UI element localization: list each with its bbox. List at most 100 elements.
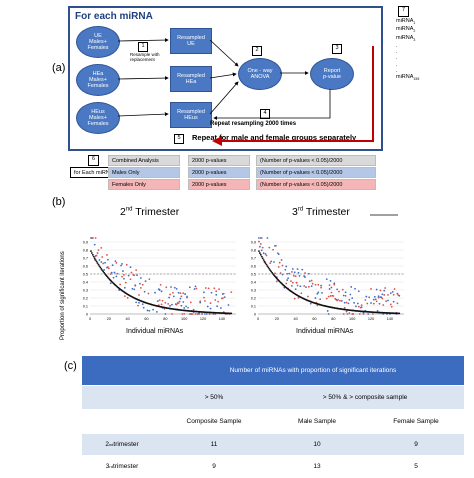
- point-females: [352, 313, 355, 315]
- point-females: [274, 244, 277, 247]
- point-females: [317, 283, 320, 286]
- point-females: [137, 304, 139, 307]
- point-composite: [260, 255, 263, 258]
- point-females: [106, 266, 109, 268]
- table-header: Number of miRNAs with proportion of sign…: [162, 356, 464, 386]
- table-cell: 5: [368, 456, 464, 478]
- point-males: [103, 269, 106, 271]
- point-females: [192, 308, 195, 311]
- point-females: [341, 288, 344, 291]
- point-males: [396, 292, 399, 295]
- mirna-item: .: [396, 67, 398, 74]
- point-males: [288, 272, 290, 275]
- point-females: [330, 291, 333, 294]
- point-females: [179, 292, 182, 295]
- point-females: [327, 295, 330, 298]
- point-males: [96, 252, 99, 254]
- legend-row: Males Only 2000 p-values (Number of p-valu…: [108, 167, 376, 178]
- point-females: [314, 283, 317, 286]
- point-females: [177, 302, 180, 305]
- point-females: [215, 290, 218, 293]
- point-females: [100, 247, 103, 249]
- point-females: [332, 295, 335, 297]
- point-females: [139, 286, 142, 289]
- resampled-ue-box: Resampled UE: [170, 28, 212, 54]
- x-tick-label: 60: [144, 317, 148, 321]
- point-females: [345, 301, 348, 304]
- point-females: [392, 293, 395, 296]
- y-tick-label: 0.2: [83, 297, 88, 301]
- point-composite: [230, 312, 233, 315]
- scatter-chart-3rd-trimester: 0 0.1 0.2 0.3 0.4 0.5 0.6 0.7 0.8 0.9 0 20 40 60 80 100…: [251, 237, 404, 321]
- point-males: [179, 297, 182, 300]
- point-males: [210, 291, 213, 294]
- point-composite: [90, 252, 93, 254]
- point-males: [357, 290, 360, 293]
- point-females: [126, 297, 129, 299]
- point-females: [325, 297, 328, 300]
- point-males: [325, 278, 328, 281]
- point-males: [291, 268, 294, 270]
- point-females: [181, 313, 184, 315]
- point-males: [258, 237, 260, 239]
- mirna-item: .: [396, 61, 398, 68]
- x-tick-label: 60: [312, 317, 316, 321]
- point-females: [303, 285, 306, 287]
- point-females: [390, 305, 393, 308]
- point-females: [377, 296, 380, 299]
- point-females: [191, 313, 194, 315]
- point-males: [378, 302, 381, 305]
- point-females: [123, 274, 125, 276]
- point-composite: [92, 255, 95, 258]
- legend-cell-pvalues: 2000 p-values: [188, 155, 250, 166]
- point-composite: [101, 269, 104, 272]
- point-males: [141, 303, 144, 306]
- point-females: [164, 301, 167, 304]
- point-males: [298, 275, 301, 277]
- point-females: [161, 299, 164, 302]
- point-composite: [398, 312, 401, 315]
- group-ue-ellipse: UE Males+ Females: [76, 26, 120, 58]
- point-males: [216, 305, 219, 308]
- chart-title-3rd: 3rd Trimester: [292, 206, 350, 218]
- point-females: [115, 262, 118, 264]
- table-sub-corner: [82, 386, 162, 410]
- point-females: [94, 237, 97, 239]
- point-males: [227, 304, 230, 306]
- xlabel-3rd: Individual miRNAs: [296, 328, 354, 335]
- point-males: [281, 273, 284, 276]
- table-corner: [82, 356, 162, 386]
- point-males: [122, 270, 124, 272]
- point-females: [135, 269, 138, 272]
- point-composite: [267, 266, 270, 269]
- point-composite: [93, 257, 96, 260]
- table-sub2-corner: [82, 410, 162, 434]
- legend-cell-pvalues: 2000 p-values: [188, 179, 250, 190]
- point-composite: [270, 270, 273, 273]
- point-females: [188, 313, 191, 315]
- point-females: [102, 262, 105, 265]
- group-heus-ellipse: HEus Males+ Females: [76, 102, 120, 134]
- point-composite: [269, 269, 272, 272]
- x-tick-label: 120: [368, 317, 374, 321]
- point-males: [121, 262, 123, 265]
- point-females: [187, 306, 189, 309]
- table-col-header: Female Sample: [368, 410, 464, 434]
- point-females: [296, 284, 299, 287]
- repeat-groups-text: Repeat for male and female groups separa…: [192, 133, 357, 142]
- table-sub-gt50: > 50%: [162, 386, 266, 410]
- point-males: [194, 285, 197, 288]
- point-females: [199, 300, 202, 303]
- x-tick-label: 0: [257, 317, 259, 321]
- point-composite: [97, 263, 100, 266]
- point-females: [328, 284, 331, 287]
- point-females: [158, 299, 161, 302]
- point-females: [304, 272, 306, 274]
- point-males: [182, 301, 185, 303]
- table-cell: 11: [162, 434, 266, 456]
- point-females: [212, 313, 215, 315]
- point-females: [194, 313, 197, 315]
- x-tick-label: 140: [387, 317, 393, 321]
- point-females: [333, 283, 336, 286]
- point-males: [188, 286, 191, 289]
